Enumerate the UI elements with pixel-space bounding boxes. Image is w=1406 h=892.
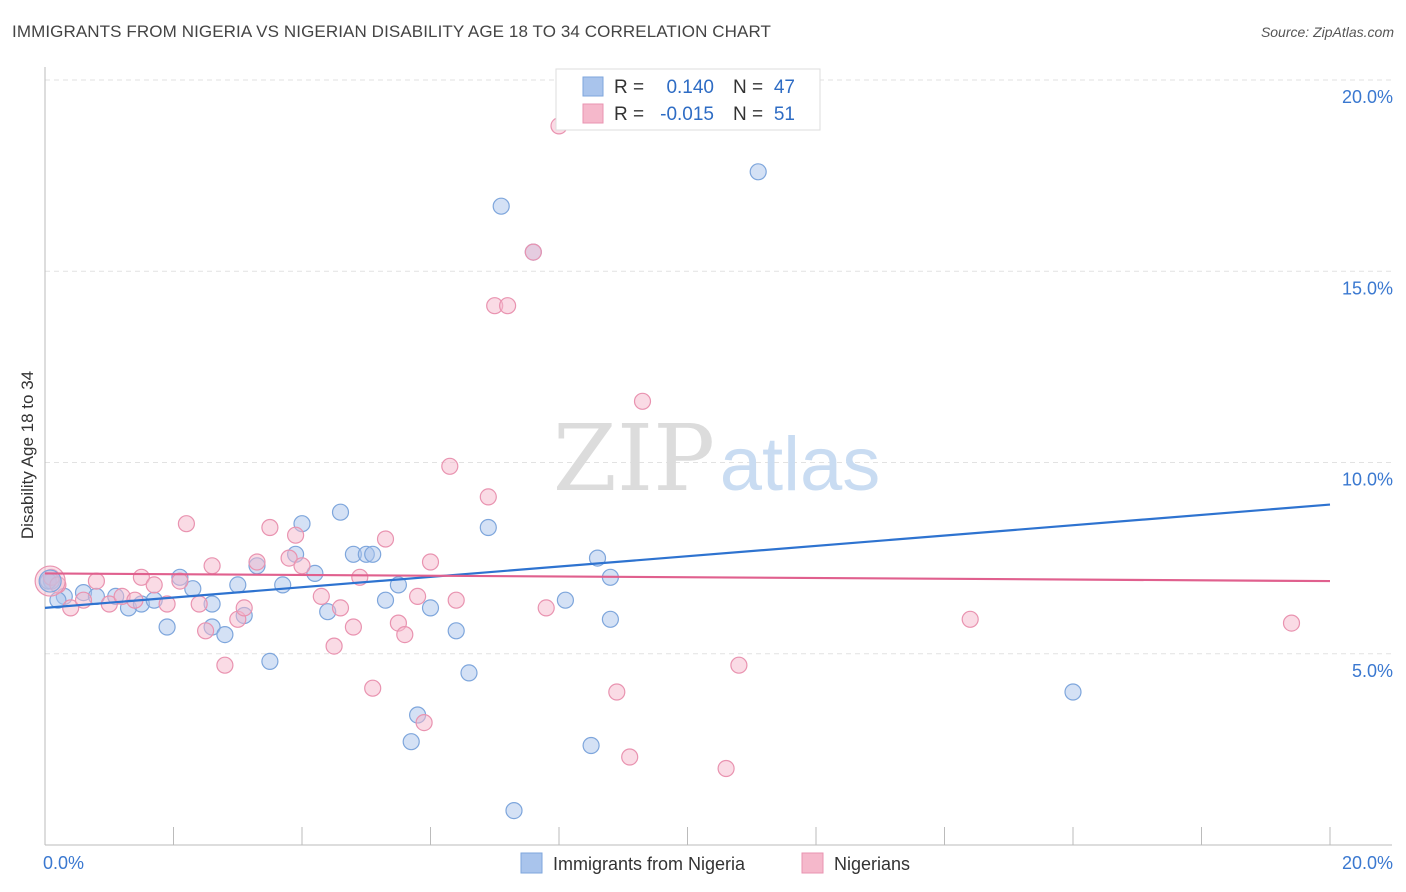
- axes: [44, 67, 1392, 846]
- point-nigeria-44: [1064, 683, 1082, 701]
- series-legend-swatch-nigeria: [520, 852, 543, 874]
- point-nigerians-4: [87, 572, 106, 590]
- y-axis-label: Disability Age 18 to 34: [18, 371, 37, 539]
- point-nigeria-34: [479, 518, 497, 537]
- point-nigeria-26: [364, 545, 382, 563]
- point-nigerians-50: [1282, 614, 1301, 632]
- point-nigeria-13: [216, 625, 234, 644]
- point-nigerians-22: [287, 526, 305, 544]
- data-points: [34, 117, 1301, 820]
- point-nigerians-47: [717, 759, 735, 778]
- point-nigeria-14: [229, 576, 247, 594]
- chart-title: IMMIGRANTS FROM NIGERIA VS NIGERIAN DISA…: [12, 22, 772, 41]
- series-legend-swatch-nigerians: [801, 852, 824, 874]
- point-nigeria-18: [274, 576, 292, 594]
- point-nigerians-44: [608, 683, 626, 701]
- point-nigerians-40: [499, 297, 517, 315]
- point-nigerians-20: [261, 518, 279, 537]
- legend-r-value-2: -0.015: [660, 104, 714, 125]
- watermark-atlas: atlas: [720, 422, 881, 507]
- point-nigerians-1: [49, 576, 67, 594]
- point-nigeria-17: [261, 652, 279, 671]
- point-nigeria-large: [38, 569, 62, 593]
- x-tick-label-1: 20.0%: [1342, 853, 1393, 873]
- y-tick-label-1: 10.0%: [1342, 470, 1393, 490]
- trend-lines: [44, 503, 1331, 609]
- point-nigeria-36: [505, 801, 523, 820]
- tick-labels: 5.0% 10.0% 15.0% 20.0% 0.0% 20.0%: [43, 87, 1393, 873]
- point-nigerians-38: [479, 488, 497, 506]
- source-label: Source: ZipAtlas.com: [1260, 24, 1394, 40]
- point-nigerians-33: [409, 587, 427, 606]
- point-nigerians-42: [537, 599, 555, 617]
- legend-n-value-2: 51: [774, 104, 795, 125]
- legend-n-label-1: N =: [733, 77, 763, 98]
- point-nigeria-39: [582, 736, 600, 755]
- y-tick-label-2: 15.0%: [1342, 278, 1393, 298]
- point-nigeria-8: [158, 618, 176, 636]
- point-nigerians-34: [415, 713, 433, 732]
- point-nigerians-36: [441, 457, 459, 475]
- point-nigerians-14: [197, 622, 215, 640]
- x-tick-label-0: 0.0%: [43, 853, 84, 873]
- point-nigeria-33: [460, 664, 478, 682]
- point-nigerians-24: [312, 587, 330, 606]
- legend-swatch-nigerians: [582, 103, 604, 124]
- legend-swatch-nigeria: [582, 76, 604, 97]
- point-nigerians-9: [145, 576, 163, 594]
- gridlines: [45, 79, 1392, 655]
- point-nigerians-46: [633, 392, 652, 410]
- point-nigeria-23: [331, 503, 350, 521]
- legend-r-label-1: R =: [614, 77, 644, 98]
- point-nigerians-49: [961, 610, 979, 628]
- point-nigerians-48: [730, 656, 748, 674]
- point-nigerians-15: [203, 557, 221, 575]
- point-nigerians-26: [331, 599, 350, 617]
- point-nigeria-27: [376, 591, 395, 609]
- point-nigeria-31: [421, 599, 440, 617]
- point-nigerians-19: [248, 553, 266, 571]
- point-nigerians-21: [280, 549, 298, 567]
- legend-r-label-2: R =: [614, 104, 644, 125]
- point-nigerians-37: [447, 591, 465, 609]
- point-nigerians-12: [177, 515, 195, 533]
- point-nigerians-18: [235, 599, 253, 617]
- point-nigerians-30: [376, 530, 395, 548]
- point-nigerians-29: [364, 679, 382, 697]
- stats-legend: R = 0.140 N = 47 R = -0.015 N = 51: [555, 68, 821, 131]
- y-tick-label-3: 20.0%: [1342, 87, 1393, 107]
- point-nigerians-41: [524, 243, 542, 261]
- point-nigeria-29: [402, 733, 420, 751]
- point-nigerians-2: [62, 599, 80, 617]
- point-nigerians-32: [396, 625, 414, 644]
- point-nigeria-38: [556, 591, 575, 609]
- trend-line-nigerians: [44, 572, 1331, 583]
- legend-n-label-2: N =: [733, 104, 763, 125]
- legend-r-value-1: 0.140: [666, 77, 714, 98]
- point-nigerians-27: [344, 618, 362, 636]
- point-nigeria-42: [601, 610, 620, 628]
- point-nigerians-13: [190, 595, 208, 613]
- point-nigerians-10: [158, 595, 176, 613]
- series-legend-label-nigerians: Nigerians: [834, 854, 910, 874]
- point-nigeria-21: [306, 564, 324, 583]
- y-tick-label-0: 5.0%: [1352, 661, 1393, 681]
- point-nigeria-28: [389, 576, 407, 594]
- point-nigeria-35: [492, 197, 510, 215]
- point-nigerians-23: [293, 557, 311, 575]
- point-nigerians-16: [216, 656, 234, 674]
- point-nigerians-35: [421, 553, 440, 571]
- point-nigerians-45: [621, 748, 639, 766]
- trend-line-nigeria: [44, 503, 1331, 609]
- point-nigeria-43: [749, 163, 767, 181]
- point-nigerians-25: [325, 637, 343, 655]
- legend-n-value-1: 47: [774, 77, 795, 98]
- point-nigeria-32: [447, 622, 465, 640]
- watermark: ZIP atlas: [553, 405, 880, 512]
- point-nigerians-11: [171, 572, 189, 590]
- series-legend: Immigrants from Nigeria Nigerians: [520, 852, 910, 874]
- series-legend-label-nigeria: Immigrants from Nigeria: [553, 854, 746, 874]
- watermark-zip: ZIP: [553, 405, 715, 512]
